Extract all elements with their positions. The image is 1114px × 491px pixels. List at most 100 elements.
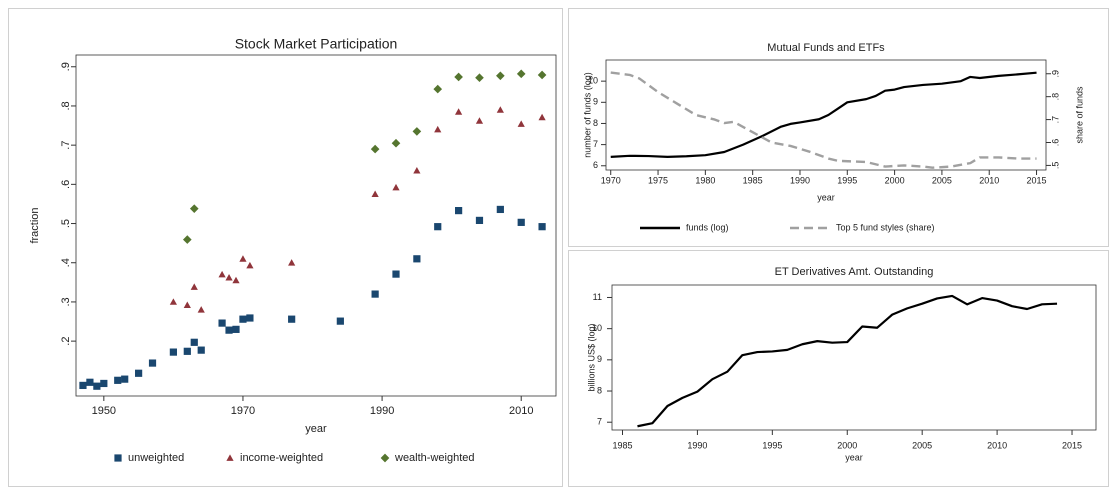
plot-area: [605, 59, 1047, 171]
point: [288, 315, 296, 323]
x-tick-label: 1995: [837, 175, 857, 185]
x-tick-label: 2010: [509, 405, 533, 417]
point: [225, 274, 233, 281]
point: [148, 359, 157, 367]
x-tick-label: 1985: [612, 440, 632, 450]
point: [239, 255, 247, 262]
legend-label: wealth-weighted: [394, 452, 475, 464]
point: [433, 84, 443, 94]
plot-area: [75, 54, 557, 397]
point: [336, 317, 344, 325]
x-axis-label: year: [817, 192, 835, 202]
point: [169, 298, 177, 305]
point: [183, 301, 191, 308]
point: [517, 218, 525, 226]
point: [190, 338, 198, 346]
y-tick-label: 9: [597, 354, 602, 364]
point: [517, 120, 525, 127]
point: [370, 144, 380, 154]
panel: [568, 8, 1109, 247]
y-tick-label: .9: [60, 62, 72, 71]
y-tick-label: .4: [60, 258, 72, 267]
point: [183, 347, 191, 355]
point: [232, 325, 240, 333]
x-tick-label: 1975: [648, 175, 668, 185]
legend-marker: [380, 453, 390, 463]
y-tick-label: .3: [60, 297, 72, 306]
y2-tick-label: .9: [1050, 70, 1060, 78]
point: [475, 73, 484, 83]
y-tick-label: .8: [60, 101, 72, 110]
x-tick-label: 1995: [762, 440, 782, 450]
plot-area: [611, 284, 1097, 431]
point: [135, 369, 143, 377]
point: [114, 376, 122, 384]
x-tick-label: 2005: [932, 175, 952, 185]
legend-marker: [226, 454, 234, 461]
x-tick-label: 2005: [912, 440, 932, 450]
panel: [8, 8, 563, 487]
point: [413, 167, 421, 174]
legend-label: Top 5 fund styles (share): [836, 222, 935, 232]
panel: [568, 250, 1109, 487]
point: [225, 326, 233, 334]
point: [100, 379, 108, 388]
x-axis-label: year: [845, 452, 863, 462]
point: [455, 108, 463, 115]
point: [413, 255, 421, 263]
point: [496, 106, 504, 113]
point: [246, 314, 254, 322]
y-tick-label: 7: [597, 417, 602, 427]
x-tick-label: 1990: [687, 440, 707, 450]
y2-tick-label: .8: [1050, 93, 1060, 101]
y-tick-label: 9: [593, 97, 598, 107]
y2-tick-label: .7: [1050, 116, 1060, 124]
point: [246, 261, 254, 269]
point: [475, 117, 484, 124]
point: [79, 381, 87, 390]
point: [86, 378, 94, 386]
y-tick-label: 7: [593, 139, 598, 149]
point: [475, 216, 484, 225]
y-tick-label: 10: [592, 323, 602, 333]
chart-title: Stock Market Participation: [235, 36, 398, 52]
x-tick-label: 2000: [885, 175, 905, 185]
x-tick-label: 2015: [1062, 440, 1082, 450]
chart-title: ET Derivatives Amt. Outstanding: [775, 266, 934, 278]
point: [371, 290, 379, 298]
point: [189, 204, 199, 213]
point: [391, 138, 401, 148]
point: [434, 125, 442, 133]
y-tick-label: 10: [588, 76, 598, 86]
point: [169, 348, 177, 356]
legend-label: income-weighted: [240, 452, 323, 464]
point: [239, 315, 247, 323]
y-tick-label: 11: [593, 292, 602, 302]
point: [454, 72, 463, 82]
point: [232, 276, 240, 284]
point: [538, 223, 546, 231]
point: [197, 306, 205, 313]
y-tick-label: 8: [593, 118, 598, 128]
point: [496, 205, 504, 214]
y-axis-label: number of funds (log): [582, 72, 592, 158]
point: [496, 71, 505, 81]
line: [637, 294, 1058, 428]
legend-label: funds (log): [686, 222, 729, 232]
point: [455, 207, 463, 215]
point: [412, 127, 422, 136]
y-tick-label: .2: [60, 337, 72, 346]
y-tick-label: .5: [60, 219, 72, 228]
point: [218, 319, 226, 327]
point: [516, 69, 526, 79]
point: [392, 183, 400, 191]
y2-tick-label: .5: [1050, 162, 1060, 170]
x-tick-label: 1990: [790, 175, 810, 185]
legend-label: unweighted: [128, 452, 184, 464]
point: [537, 70, 547, 80]
point: [190, 283, 198, 290]
x-tick-label: 1970: [231, 405, 255, 417]
y-axis-label: billions US$ (log): [586, 323, 596, 391]
point: [434, 223, 442, 231]
